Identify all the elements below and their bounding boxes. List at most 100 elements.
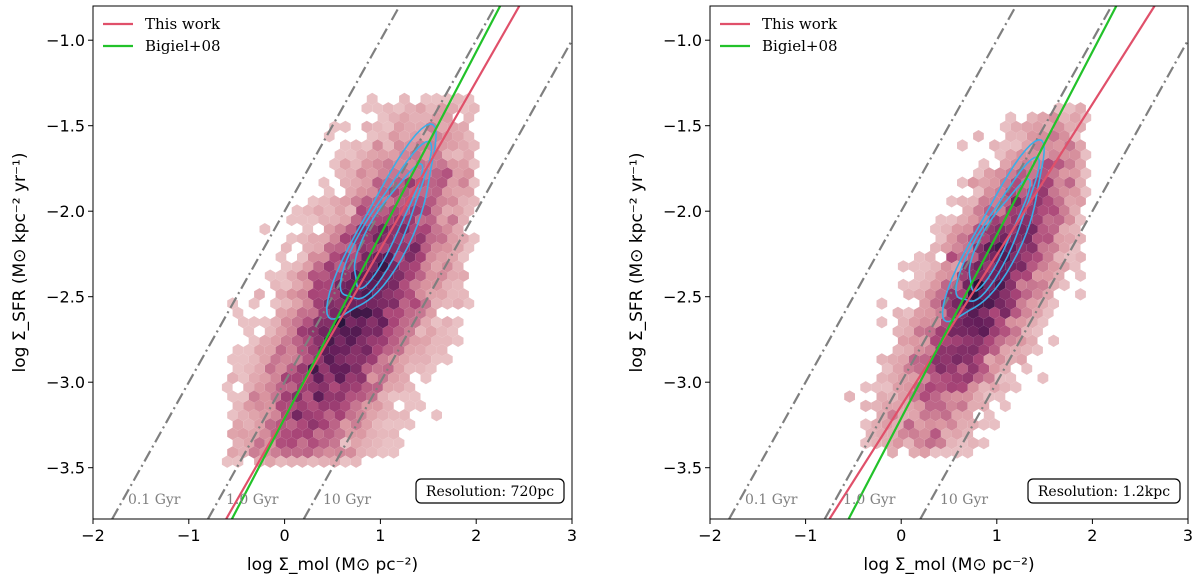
hexbin-cell [340, 381, 351, 394]
hexbin-cell [973, 185, 984, 199]
hexbin-cell [248, 427, 260, 440]
hexbin-cell [447, 102, 459, 115]
hexbin-cell [313, 204, 324, 217]
x-tick-label: 3 [567, 526, 577, 545]
hexbin-cell [382, 288, 394, 301]
hexbin-cell [1016, 130, 1027, 143]
hexbin-cell [1037, 371, 1049, 385]
hexbin-cell [1026, 111, 1038, 124]
hexbin-cell [458, 232, 469, 245]
hexbin-cell [318, 269, 330, 282]
contour-line-0 [941, 138, 1045, 323]
hexbin-cell [356, 167, 367, 180]
hexbin-cell [291, 260, 303, 273]
hexbin-cell [404, 381, 416, 394]
hexbin-cell [978, 325, 990, 338]
hexbin-cell [940, 446, 952, 459]
hexbin-cell [302, 353, 314, 366]
hexbin-cell [248, 297, 260, 310]
hexbin-cell [1042, 213, 1054, 227]
hexbin-cell [366, 409, 378, 422]
hexbin-cell [452, 92, 464, 106]
hexbin-cell [399, 130, 410, 143]
hexbin-cell [951, 427, 963, 440]
hexbin-cell [323, 427, 335, 440]
hexbin-cell [951, 334, 963, 347]
hexbin-cell [297, 306, 308, 320]
hexbin-cell [1021, 250, 1033, 264]
hexbin-cell [377, 390, 389, 403]
hexbin-cell [366, 185, 378, 199]
hexbin-cell [1059, 223, 1070, 236]
hexbin-cell [468, 195, 480, 208]
y-tick-label: −3.5 [663, 459, 702, 478]
hexbin-cell [366, 446, 378, 459]
hexbin-cell [361, 362, 373, 375]
hexbin-cell [951, 223, 963, 236]
hexbin-cell [323, 409, 335, 422]
hexbin-cell [1005, 223, 1017, 236]
hexbin-cell [989, 306, 1000, 320]
hexbin-cell [420, 371, 432, 385]
hexbin-cell [399, 148, 410, 161]
hexbin-cell [393, 362, 405, 375]
hexbin-cell [399, 297, 410, 310]
hexbin-cell [329, 157, 340, 171]
hexbin-cell [978, 195, 990, 208]
hexbin-cell [340, 213, 351, 227]
hexbin-cell [887, 446, 898, 459]
hexbin-cell [897, 278, 909, 292]
hexbin-cell [307, 269, 319, 282]
hexbin-cell [350, 343, 362, 357]
hexbin-cell [999, 306, 1011, 320]
hexbin-cell [989, 213, 1000, 227]
hexbin-cell [350, 399, 362, 413]
hexbin-cell [388, 278, 400, 292]
hexbin-cell [468, 139, 480, 152]
hexbin-cell [946, 232, 957, 245]
hexbin-cell [372, 120, 383, 134]
hexbin-cell [1032, 288, 1043, 301]
y-tick-label: −2.0 [46, 202, 85, 221]
hexbin-cell [962, 390, 974, 403]
hexbin-cell [350, 436, 362, 450]
hexbin-cell [259, 334, 271, 347]
hexbin-cell [973, 316, 984, 329]
hexbin-cell [978, 306, 990, 320]
hexbin-cell [409, 241, 421, 254]
hexbin-cell [1080, 148, 1092, 161]
hexbin-cell [999, 120, 1011, 134]
hexbin-cell [302, 446, 314, 459]
hexbin-cell [999, 381, 1011, 394]
hexbin-cell [366, 427, 378, 440]
x-tick-label: −1 [794, 526, 818, 545]
hexbin-cell [957, 213, 968, 227]
hexbin-cell [291, 316, 303, 329]
hexbin-cell [983, 297, 995, 310]
hexbin-cell [436, 232, 448, 245]
hexbin-cell [924, 250, 936, 264]
hexbin-cell [356, 427, 367, 440]
hexbin-cell [1064, 102, 1076, 115]
hexbin-cell [270, 278, 281, 292]
hexbin-cell [1080, 185, 1092, 199]
hexbin-cell [989, 362, 1000, 375]
hexbin-cell [940, 241, 952, 254]
hexbin-cell [951, 409, 963, 422]
hexbin-cell [297, 399, 308, 413]
x-tick-label: −2 [81, 526, 105, 545]
legend-label: This work [145, 15, 221, 33]
hexbin-cell [243, 325, 255, 338]
hexbin-cell [243, 343, 255, 357]
hexbin-cell [286, 269, 297, 282]
hexbin-cell [259, 353, 271, 366]
hexbin-cell [286, 232, 297, 245]
hexbin-cell [270, 297, 281, 310]
resolution-label: Resolution: 720pc [426, 484, 554, 500]
hexbin-cell [978, 343, 990, 357]
hexbin-cell [1037, 223, 1049, 236]
hexbin-cell [1048, 148, 1059, 161]
hexbin-cell [280, 316, 292, 329]
hexbin-cell [227, 353, 238, 366]
hexbin-cell [291, 427, 303, 440]
